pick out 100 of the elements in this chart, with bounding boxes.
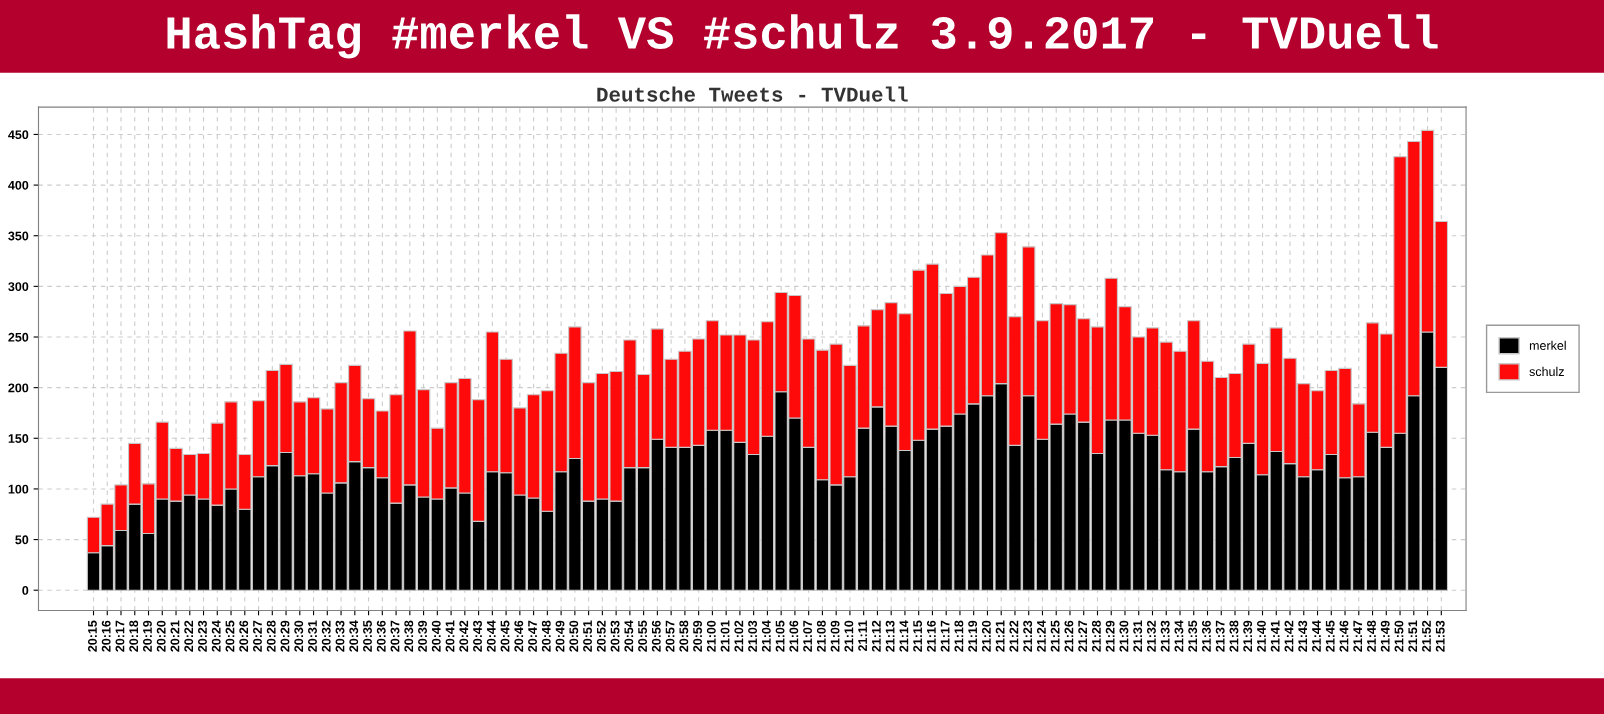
x-tick-label: 21:15 <box>913 620 923 652</box>
x-tick-label: 21:28 <box>1091 620 1101 652</box>
x-tick-label: 20:35 <box>363 620 372 652</box>
y-tick-label: 300 <box>8 282 29 292</box>
x-tick-label: 21:35 <box>1188 620 1198 652</box>
x-tick-label: 21:10 <box>844 620 854 652</box>
x-tick-label: 21:07 <box>803 620 813 652</box>
x-tick-label: 20:51 <box>583 620 592 652</box>
x-tick-label: 20:25 <box>225 620 235 652</box>
x-tick-label: 20:57 <box>665 620 675 652</box>
x-tick-label: 21:26 <box>1064 620 1074 652</box>
x-tick-label: 21:38 <box>1229 620 1239 652</box>
x-tick-label: 21:40 <box>1257 620 1266 652</box>
x-tick-label: 21:12 <box>871 620 881 652</box>
x-tick-label: 20:26 <box>239 620 249 652</box>
x-tick-label: 21:17 <box>940 620 950 652</box>
x-tick-label: 21:43 <box>1298 620 1308 652</box>
x-tick-label: 21:30 <box>1119 620 1129 652</box>
x-tick-label: 21:23 <box>1023 620 1033 652</box>
x-tick-label: 21:16 <box>926 620 936 652</box>
x-tick-label: 21:37 <box>1215 620 1225 652</box>
x-tick-label: 21:47 <box>1353 620 1363 652</box>
x-tick-label: 21:03 <box>748 620 758 652</box>
x-tick-label: 21:48 <box>1367 620 1376 652</box>
x-tick-label: 21:09 <box>830 620 840 652</box>
x-tick-label: 21:32 <box>1146 620 1156 652</box>
x-tick-label: 21:27 <box>1078 620 1087 652</box>
y-tick-label: 150 <box>8 434 29 443</box>
x-tick-label: 21:24 <box>1036 620 1046 652</box>
y-tick-label: 0 <box>22 586 29 595</box>
x-tick-label: 20:22 <box>184 620 194 652</box>
x-tick-label: 20:39 <box>418 620 427 652</box>
x-tick-label: 20:34 <box>349 620 359 652</box>
x-tick-label: 20:40 <box>431 620 441 652</box>
x-tick-label: 21:36 <box>1202 620 1211 652</box>
x-tick-label: 20:38 <box>404 620 414 652</box>
x-tick-label: 21:04 <box>761 620 771 652</box>
y-tick-label: 50 <box>15 535 29 545</box>
x-tick-label: 20:15 <box>88 620 97 652</box>
x-tick-label: 20:27 <box>253 620 262 652</box>
x-tick-label: 20:33 <box>335 620 345 652</box>
x-tick-label: 20:53 <box>610 620 620 652</box>
x-tick-label: 20:24 <box>211 620 221 652</box>
x-tick-label: 21:22 <box>1009 620 1019 652</box>
x-tick-label: 20:17 <box>115 620 125 652</box>
x-tick-label: 20:36 <box>376 620 386 652</box>
x-tick-label: 21:11 <box>858 620 867 652</box>
y-tick-label: 400 <box>8 180 29 190</box>
x-tick-label: 21:41 <box>1270 620 1280 652</box>
x-tick-label: 20:30 <box>294 620 304 652</box>
x-tick-label: 20:41 <box>445 620 455 652</box>
x-tick-label: 21:46 <box>1339 620 1349 652</box>
x-tick-label: 21:00 <box>706 620 716 652</box>
y-tick-label: 200 <box>8 383 29 393</box>
x-tick-label: 21:13 <box>885 620 895 652</box>
x-tick-label: 20:21 <box>170 620 180 652</box>
x-tick-label: 20:44 <box>486 620 496 652</box>
x-tick-label: 20:28 <box>266 620 276 652</box>
x-tick-label: 20:47 <box>528 620 537 652</box>
x-tick-label: 21:42 <box>1284 620 1294 652</box>
x-tick-label: 20:45 <box>500 620 510 652</box>
x-tick-label: 21:19 <box>968 620 978 652</box>
x-tick-label: 20:55 <box>638 620 647 652</box>
chart-subtitle: Deutsche Tweets - TVDuell <box>597 86 908 102</box>
legend-label: schulz <box>1529 366 1564 377</box>
x-tick-label: 20:56 <box>651 620 661 652</box>
x-tick-label: 21:34 <box>1174 620 1184 652</box>
x-tick-label: 21:25 <box>1050 620 1060 652</box>
y-tick-label: 350 <box>8 231 29 241</box>
x-tick-label: 21:44 <box>1312 620 1321 652</box>
x-tick-label: 21:08 <box>816 620 826 652</box>
x-tick-label: 21:01 <box>720 620 730 652</box>
x-tick-label: 21:49 <box>1380 620 1390 652</box>
x-tick-label: 21:50 <box>1394 620 1404 652</box>
x-tick-label: 21:33 <box>1160 620 1170 652</box>
y-tick-label: 100 <box>8 484 29 494</box>
y-tick-label: 450 <box>8 130 29 140</box>
x-tick-label: 20:29 <box>280 620 290 652</box>
x-tick-label: 20:59 <box>693 620 702 652</box>
x-tick-label: 20:49 <box>555 620 565 652</box>
x-tick-label: 21:39 <box>1243 620 1253 652</box>
y-tick-label: 250 <box>8 332 29 342</box>
x-tick-label: 21:21 <box>995 620 1005 652</box>
x-tick-label: 20:18 <box>129 620 139 652</box>
x-tick-label: 21:20 <box>981 620 991 652</box>
x-tick-label: 20:32 <box>321 620 331 652</box>
x-tick-label: 20:23 <box>198 620 207 652</box>
x-tick-label: 21:31 <box>1133 620 1143 652</box>
x-tick-label: 21:52 <box>1422 620 1431 652</box>
x-tick-label: 20:43 <box>473 620 482 652</box>
x-tick-label: 21:51 <box>1408 620 1418 652</box>
x-tick-label: 20:37 <box>390 620 400 652</box>
x-tick-label: 20:19 <box>143 620 152 652</box>
x-tick-label: 21:18 <box>954 620 964 652</box>
x-tick-label: 20:20 <box>156 620 166 652</box>
x-tick-label: 20:42 <box>459 620 469 652</box>
chart-title: HashTag #merkel VS #schulz 3.9.2017 - TVDuell <box>167 14 1438 59</box>
x-tick-label: 20:54 <box>624 620 634 652</box>
x-tick-label: 21:14 <box>899 620 909 652</box>
legend-label: merkel <box>1529 340 1566 350</box>
